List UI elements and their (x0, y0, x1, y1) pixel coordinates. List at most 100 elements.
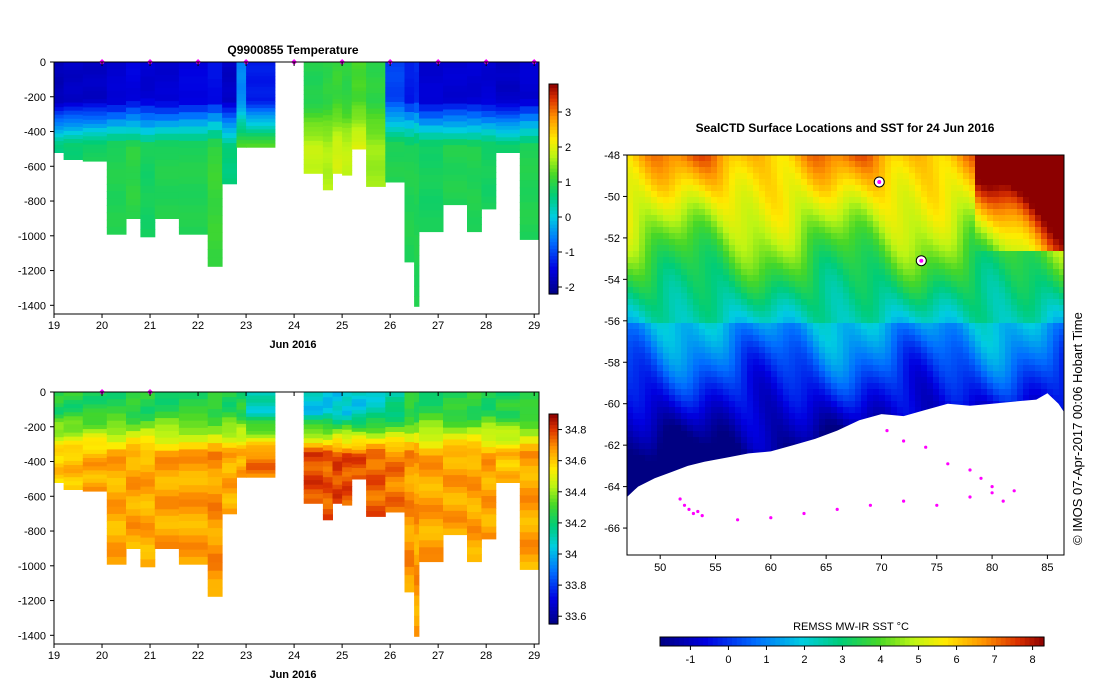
sst-cell (885, 221, 892, 228)
sst-cell (1035, 359, 1042, 366)
profile-cell (519, 143, 540, 152)
sst-cell (1035, 335, 1042, 342)
sst-cell (693, 413, 700, 420)
profile-cell (63, 139, 84, 144)
profile-cell (236, 438, 247, 443)
sst-cell (903, 329, 910, 336)
profile-cell (332, 89, 343, 95)
sst-cell (687, 383, 694, 390)
profile-cell (332, 117, 343, 123)
sst-cell (1029, 377, 1036, 384)
profile-cell (419, 160, 444, 169)
sst-cell (789, 359, 796, 366)
profile-cell (54, 95, 65, 101)
sst-cell (891, 197, 898, 204)
sst-cell (729, 287, 736, 294)
sst-cell (753, 347, 760, 354)
sst-cell (807, 317, 814, 324)
sst-cell (669, 161, 676, 168)
sst-cell (945, 179, 952, 186)
profile-cell (63, 477, 84, 482)
sst-cell (927, 275, 934, 282)
sst-cell (645, 425, 652, 432)
sst-cell (657, 341, 664, 348)
sst-cell (873, 191, 880, 198)
profile-cell (246, 118, 276, 123)
sst-cell (837, 425, 844, 432)
sst-cell (783, 305, 790, 312)
sst-cell (747, 389, 754, 396)
sst-cell (693, 407, 700, 414)
sst-cell (729, 227, 736, 234)
sst-cell (1035, 161, 1042, 168)
sst-cell (879, 257, 886, 264)
sst-cell (927, 335, 934, 342)
sst-cell (747, 311, 754, 318)
profile-cell (236, 65, 247, 70)
sst-cell (657, 371, 664, 378)
profile-cell (404, 211, 415, 221)
sst-cell (909, 215, 916, 222)
sst-cell (879, 383, 886, 390)
sst-cell (1029, 305, 1036, 312)
sst-cell (1011, 209, 1018, 216)
sst-cell (723, 431, 730, 438)
sst-cell (657, 365, 664, 372)
sst-cell (699, 317, 706, 324)
sst-cell (909, 161, 916, 168)
colorbar-step (549, 417, 558, 422)
sst-cell (885, 239, 892, 246)
profile-cell (82, 136, 108, 141)
sst-cell (693, 293, 700, 300)
sst-cell (711, 245, 718, 252)
sst-cell (915, 233, 922, 240)
sst-cell (729, 365, 736, 372)
profile-column (414, 62, 420, 307)
sst-cell (969, 281, 976, 288)
sst-cell (945, 167, 952, 174)
sst-cell (807, 221, 814, 228)
sst-cell (993, 347, 1000, 354)
sst-cell (957, 251, 964, 258)
sst-cell (861, 347, 868, 354)
profile-cell (54, 433, 65, 438)
sst-cell (999, 179, 1006, 186)
sst-cell (765, 359, 772, 366)
sst-cell (957, 299, 964, 306)
profile-cell (385, 127, 405, 133)
sst-cell (915, 287, 922, 294)
profile-cell (481, 428, 497, 436)
sst-cell (993, 179, 1000, 186)
sst-cell (1059, 359, 1064, 366)
profile-cell (140, 559, 156, 568)
sst-cell (681, 347, 688, 354)
sst-cell (735, 239, 742, 246)
sst-cell (951, 323, 958, 330)
sst-cell (795, 401, 802, 408)
sst-cell (645, 245, 652, 252)
sst-cell (747, 305, 754, 312)
sst-cell (783, 413, 790, 420)
sst-cell (771, 299, 778, 306)
profile-cell (332, 433, 343, 439)
sst-cell (657, 287, 664, 294)
sst-cell (771, 203, 778, 210)
sst-cell (729, 341, 736, 348)
sst-cell (909, 239, 916, 246)
sst-cell (855, 401, 862, 408)
sst-cell (693, 161, 700, 168)
sst-cell (1053, 311, 1060, 318)
sst-cell (867, 191, 874, 198)
sst-cell (837, 191, 844, 198)
sst-cell (741, 305, 748, 312)
sst-cell (969, 347, 976, 354)
profile-cell (332, 484, 343, 490)
sst-cell (729, 311, 736, 318)
profile-cell (519, 532, 540, 541)
sst-cell (801, 335, 808, 342)
sst-cell (867, 179, 874, 186)
profile-cell (207, 443, 223, 453)
sst-cell (939, 299, 946, 306)
sst-cell (1059, 383, 1064, 390)
profile-cell (467, 490, 482, 499)
